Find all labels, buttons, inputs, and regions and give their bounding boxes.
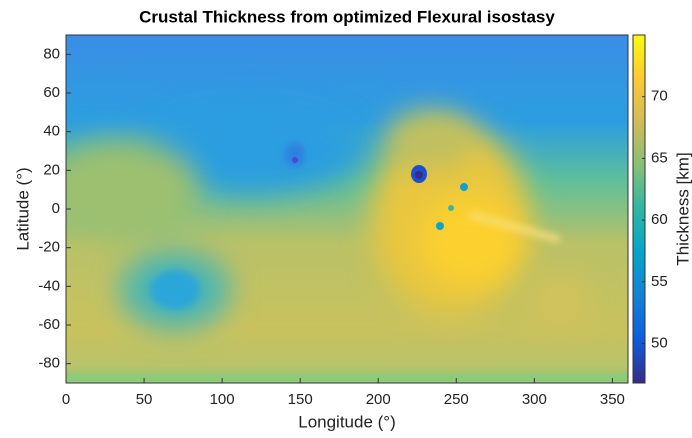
colorbar-label: Thickness [km]: [673, 152, 692, 265]
y-tick-label: -80: [38, 355, 60, 372]
x-tick-label: 300: [522, 391, 547, 408]
y-tick-label: 20: [43, 161, 60, 178]
colorbar-tick-label: 50: [651, 334, 668, 351]
y-tick-label: 40: [43, 123, 60, 140]
y-tick-label: 60: [43, 84, 60, 101]
x-tick-label: 200: [366, 391, 391, 408]
y-tick-label: 80: [43, 45, 60, 62]
y-tick-label: -60: [38, 316, 60, 333]
x-axis-label: Longitude (°): [298, 412, 396, 431]
heatmap-field: [66, 35, 628, 383]
x-tick-label: 150: [288, 391, 313, 408]
y-tick-label: 0: [52, 200, 60, 217]
y-tick-label: -20: [38, 239, 60, 256]
colorbar-tick-label: 70: [651, 88, 668, 105]
colorbar: [632, 34, 646, 384]
y-tick-label: -40: [38, 277, 60, 294]
colorbar-tick-label: 60: [651, 211, 668, 228]
colorbar-tick-label: 55: [651, 273, 668, 290]
x-tick-label: 100: [210, 391, 235, 408]
x-tick-label: 50: [136, 391, 153, 408]
colorbar-tick-label: 65: [651, 149, 668, 166]
chart-title: Crustal Thickness from optimized Flexura…: [139, 7, 555, 26]
x-tick-label: 0: [62, 391, 70, 408]
y-axis-label: Latitude (°): [13, 167, 32, 250]
x-tick-label: 350: [600, 391, 625, 408]
x-tick-label: 250: [444, 391, 469, 408]
